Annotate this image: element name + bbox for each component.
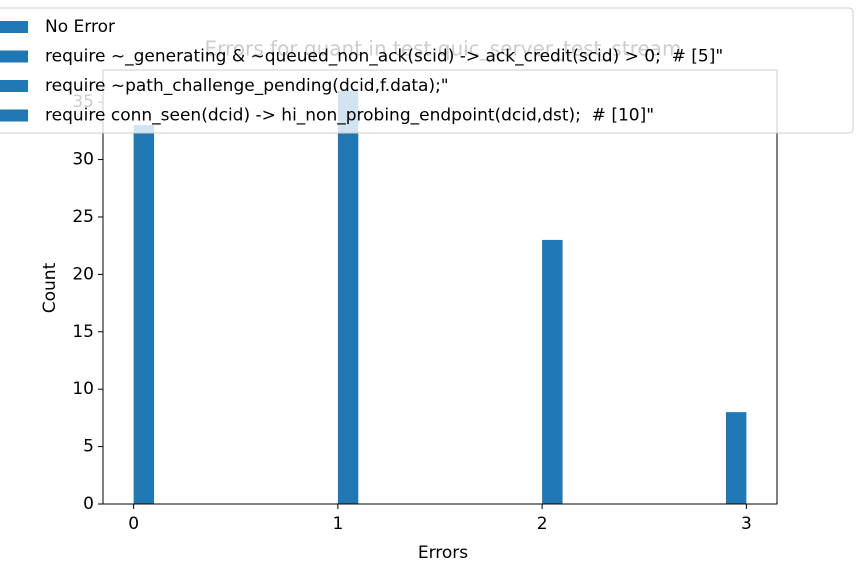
legend-label: require ~_generating & ~queued_non_ack(s…	[45, 47, 723, 67]
y-tick-label: 15	[72, 322, 94, 342]
y-tick-label: 10	[72, 379, 94, 399]
bar	[133, 125, 155, 504]
legend-box	[0, 7, 854, 134]
bar	[725, 412, 747, 504]
y-axis-label: Count	[40, 262, 60, 313]
legend-label: require ~path_challenge_pending(dcid,f.d…	[45, 76, 449, 96]
y-tick-label: 20	[72, 264, 94, 284]
y-tick-label: 30	[72, 150, 94, 170]
legend-swatch	[0, 109, 28, 122]
bar	[337, 90, 359, 505]
x-tick-label: 0	[128, 514, 139, 534]
x-tick-label: 3	[741, 514, 752, 534]
legend-label: No Error	[45, 17, 115, 37]
axes-frame	[102, 69, 778, 505]
y-tick-label: 0	[83, 494, 94, 514]
x-tick-label: 2	[537, 514, 548, 534]
x-axis-label: Errors	[418, 543, 468, 563]
bar	[542, 239, 563, 505]
y-tick-label: 5	[83, 437, 94, 457]
legend-label: require conn_seen(dcid) -> hi_non_probin…	[45, 106, 654, 126]
x-tick-label: 1	[332, 514, 343, 534]
y-tick-label: 25	[72, 207, 94, 227]
legend-swatch	[0, 50, 28, 63]
legend-swatch	[0, 21, 28, 33]
legend-swatch	[0, 80, 28, 92]
